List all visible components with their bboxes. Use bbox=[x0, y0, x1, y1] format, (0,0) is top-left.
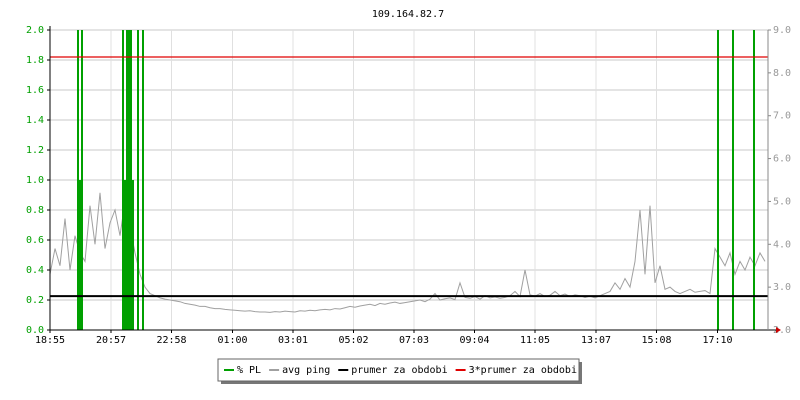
y-tick-label: 1.2 bbox=[26, 145, 44, 156]
legend-label: avg ping bbox=[282, 365, 330, 376]
ping-line bbox=[49, 192, 766, 313]
x-tick-label: 05:02 bbox=[338, 335, 368, 346]
y2-tick-label: 2.0 bbox=[773, 325, 791, 336]
y-tick-label: 1.4 bbox=[26, 115, 44, 126]
y2-tick-label: 8.0 bbox=[773, 68, 791, 79]
legend-label: % PL bbox=[237, 365, 261, 376]
y2-tick-label: 3.0 bbox=[773, 282, 791, 293]
x-tick-label: 01:00 bbox=[217, 335, 247, 346]
x-tick-label: 13:07 bbox=[581, 335, 611, 346]
y2-tick-label: 7.0 bbox=[773, 111, 791, 122]
y-tick-label: 1.8 bbox=[26, 55, 44, 66]
y-tick-label: 0.8 bbox=[26, 205, 44, 216]
x-tick-label: 09:04 bbox=[459, 335, 489, 346]
y-tick-label: 2.0 bbox=[26, 25, 44, 36]
x-axis-arrow bbox=[776, 327, 781, 333]
y-tick-label: 0.0 bbox=[26, 325, 44, 336]
y2-tick-label: 9.0 bbox=[773, 25, 791, 36]
x-tick-label: 20:57 bbox=[96, 335, 126, 346]
x-tick-label: 22:58 bbox=[156, 335, 186, 346]
x-tick-label: 17:10 bbox=[702, 335, 732, 346]
chart-title: 109.164.82.7 bbox=[372, 9, 444, 20]
x-tick-label: 15:08 bbox=[641, 335, 671, 346]
legend-label: prumer za obdobi bbox=[351, 365, 447, 376]
x-tick-label: 11:05 bbox=[520, 335, 550, 346]
legend-label: 3*prumer za obdobi bbox=[469, 365, 577, 376]
x-tick-label: 18:55 bbox=[35, 335, 65, 346]
legend: % PL avg ping prumer za obdobi 3*prumer za … bbox=[217, 358, 582, 384]
y-tick-label: 0.2 bbox=[26, 295, 44, 306]
legend-box bbox=[217, 358, 580, 382]
y2-tick-label: 6.0 bbox=[773, 154, 791, 165]
y-tick-label: 1.0 bbox=[26, 175, 44, 186]
x-tick-label: 03:01 bbox=[278, 335, 308, 346]
y-tick-label: 1.6 bbox=[26, 85, 44, 96]
y-tick-label: 0.6 bbox=[26, 235, 44, 246]
x-tick-label: 07:03 bbox=[399, 335, 429, 346]
y2-tick-label: 5.0 bbox=[773, 196, 791, 207]
y-tick-label: 0.4 bbox=[26, 265, 44, 276]
y2-tick-label: 4.0 bbox=[773, 239, 791, 250]
